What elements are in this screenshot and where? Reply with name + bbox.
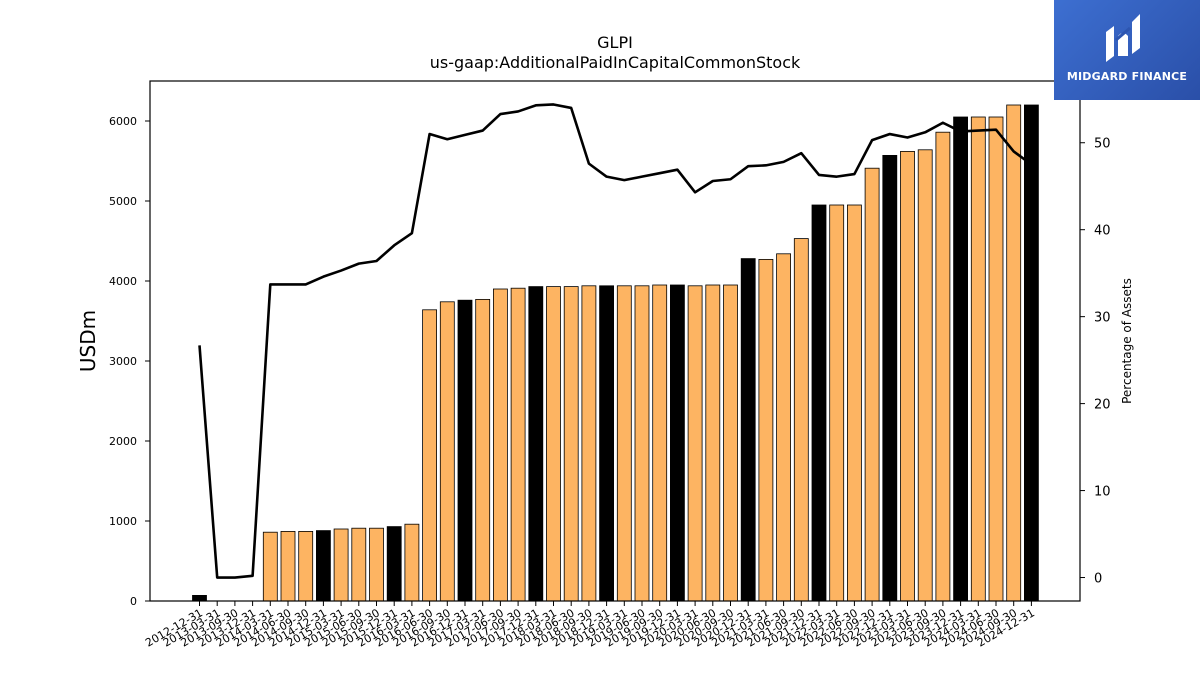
plot-frame bbox=[149, 80, 1081, 602]
chart-subtitle: us-gaap:AdditionalPaidInCapitalCommonSto… bbox=[430, 53, 801, 72]
bar bbox=[315, 530, 331, 602]
bar bbox=[1006, 104, 1022, 602]
y-tick-label: 2000 bbox=[109, 435, 137, 448]
bar bbox=[422, 309, 438, 602]
y-tick-label: 0 bbox=[130, 595, 137, 608]
bar bbox=[988, 116, 1004, 602]
y2-tick-label: 30 bbox=[1094, 311, 1111, 326]
logo-text: MIDGARD FINANCE bbox=[1066, 70, 1188, 83]
bar bbox=[935, 131, 951, 602]
bar bbox=[563, 286, 579, 602]
bar bbox=[528, 286, 544, 602]
bar bbox=[793, 238, 809, 602]
y2-tick-label: 10 bbox=[1094, 485, 1111, 500]
bar bbox=[723, 284, 738, 602]
bar bbox=[1024, 104, 1039, 602]
bar bbox=[457, 299, 473, 602]
bar bbox=[652, 284, 668, 602]
y-tick-label: 6000 bbox=[109, 115, 137, 128]
bar bbox=[510, 287, 526, 602]
bar bbox=[616, 285, 632, 602]
bar bbox=[439, 301, 455, 602]
bar bbox=[740, 258, 756, 602]
bar bbox=[705, 284, 721, 602]
bar bbox=[192, 595, 207, 602]
bar bbox=[670, 284, 685, 602]
midgard-finance-logo: MIDGARD FINANCE bbox=[1054, 0, 1200, 100]
chart-title: GLPI bbox=[597, 33, 633, 52]
bars-group bbox=[192, 104, 1039, 602]
bar bbox=[900, 150, 915, 602]
midgard-m-icon bbox=[1106, 14, 1140, 62]
x-axis: 2012-12-312013-03-312013-09-302013-12-31… bbox=[143, 601, 1037, 650]
y-tick-label: 3000 bbox=[109, 355, 137, 368]
y-tick-label: 5000 bbox=[109, 195, 137, 208]
y-tick-label: 4000 bbox=[109, 275, 137, 288]
line-series-group bbox=[198, 103, 1033, 579]
bar bbox=[280, 531, 296, 602]
bar bbox=[882, 154, 898, 602]
y-tick-label: 1000 bbox=[109, 515, 137, 528]
bar bbox=[333, 528, 349, 602]
bar bbox=[687, 285, 703, 602]
bar bbox=[811, 204, 827, 602]
bar bbox=[599, 285, 614, 602]
bar bbox=[492, 288, 508, 602]
right-axis: 0 10 20 30 40 50 bbox=[1080, 137, 1111, 587]
bar bbox=[262, 531, 278, 602]
bar bbox=[758, 258, 774, 602]
bar bbox=[634, 285, 650, 602]
y-axis-label: USDm bbox=[76, 310, 100, 372]
bar bbox=[369, 527, 384, 602]
y2-tick-label: 50 bbox=[1094, 137, 1111, 152]
bar bbox=[386, 526, 402, 602]
bar bbox=[864, 167, 880, 602]
bar bbox=[847, 204, 862, 602]
bar bbox=[917, 149, 933, 602]
y2-tick-label: 40 bbox=[1094, 224, 1111, 239]
bar bbox=[970, 116, 986, 602]
bar bbox=[404, 523, 420, 602]
left-axis: 0 1000 2000 3000 4000 5000 6000 bbox=[109, 115, 150, 608]
y2-tick-label: 20 bbox=[1094, 398, 1111, 413]
bar bbox=[776, 253, 791, 602]
y2-axis-label: Percentage of Assets bbox=[1120, 278, 1134, 404]
bar bbox=[546, 286, 561, 602]
bar bbox=[351, 527, 367, 602]
bar bbox=[298, 531, 314, 602]
bar bbox=[953, 116, 968, 602]
bar bbox=[829, 204, 845, 602]
bar bbox=[475, 298, 491, 602]
y2-tick-label: 0 bbox=[1094, 572, 1102, 587]
percentage-line bbox=[198, 103, 1033, 579]
bar bbox=[581, 285, 597, 602]
